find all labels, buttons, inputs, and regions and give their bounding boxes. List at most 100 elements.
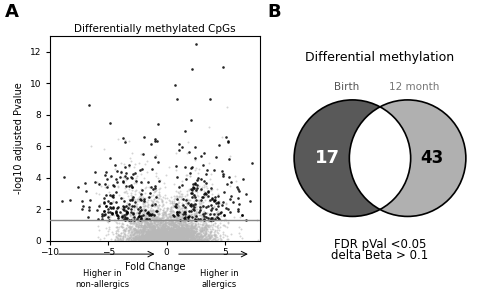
Point — [218, 135, 226, 140]
Point — [146, 237, 154, 241]
Point — [171, 223, 179, 228]
Point — [198, 204, 206, 209]
Point — [136, 236, 144, 241]
Point — [190, 227, 198, 232]
Point — [130, 211, 138, 216]
Point — [192, 221, 200, 226]
Point — [178, 237, 186, 242]
Point — [159, 219, 167, 223]
Point — [164, 215, 172, 220]
Point — [160, 237, 168, 242]
Point — [140, 206, 147, 211]
Point — [158, 215, 166, 219]
Point — [147, 236, 155, 241]
Point — [199, 219, 207, 224]
Point — [172, 232, 179, 237]
Point — [204, 219, 212, 224]
Point — [170, 238, 177, 243]
Point — [184, 200, 192, 204]
Point — [200, 225, 208, 230]
Point — [142, 226, 150, 231]
Point — [180, 237, 188, 241]
Point — [152, 234, 160, 239]
Point — [163, 206, 171, 211]
Point — [138, 216, 145, 221]
Point — [126, 237, 134, 242]
Point — [142, 226, 150, 231]
Point — [127, 224, 135, 229]
Point — [120, 199, 128, 203]
Point — [173, 203, 181, 208]
Point — [148, 231, 156, 236]
Point — [104, 215, 112, 220]
Point — [180, 226, 188, 231]
Point — [206, 231, 214, 236]
Point — [157, 235, 165, 240]
Point — [140, 223, 148, 228]
Point — [128, 228, 136, 233]
Point — [104, 218, 112, 223]
Point — [188, 236, 196, 241]
Point — [144, 210, 152, 215]
Point — [193, 235, 201, 240]
Point — [158, 237, 166, 241]
Point — [200, 216, 207, 221]
Point — [146, 219, 154, 223]
Point — [160, 211, 168, 216]
Point — [175, 235, 183, 240]
Point — [162, 227, 170, 231]
Point — [168, 226, 175, 231]
Text: 43: 43 — [420, 149, 444, 167]
Point — [152, 236, 160, 241]
Point — [194, 237, 202, 242]
Point — [130, 223, 138, 228]
Point — [160, 211, 168, 216]
Point — [158, 238, 166, 243]
Point — [182, 229, 190, 234]
Point — [142, 208, 150, 213]
Point — [126, 224, 134, 228]
Point — [60, 175, 68, 180]
Point — [122, 208, 130, 213]
Point — [169, 234, 177, 239]
Point — [154, 214, 162, 219]
Point — [152, 215, 160, 219]
Point — [150, 232, 158, 237]
Point — [172, 222, 180, 227]
Point — [188, 164, 196, 169]
Point — [124, 236, 132, 241]
Point — [146, 235, 154, 240]
Point — [138, 229, 145, 234]
Point — [100, 236, 108, 241]
Point — [166, 235, 174, 240]
Point — [147, 228, 155, 233]
Point — [198, 216, 206, 221]
Point — [132, 204, 140, 209]
Point — [174, 233, 182, 238]
Point — [138, 232, 145, 237]
Point — [148, 235, 156, 240]
Point — [148, 238, 156, 243]
Point — [184, 231, 192, 236]
Point — [155, 238, 163, 243]
Point — [248, 160, 256, 165]
Point — [182, 231, 190, 236]
Point — [206, 210, 214, 215]
Point — [170, 232, 178, 237]
Point — [184, 227, 192, 231]
Point — [194, 221, 202, 226]
Point — [168, 232, 176, 237]
Point — [158, 235, 166, 240]
Point — [128, 185, 136, 190]
Point — [204, 238, 212, 243]
Point — [148, 225, 156, 229]
Point — [185, 233, 193, 238]
Point — [181, 233, 189, 238]
Point — [188, 238, 196, 243]
Point — [140, 229, 148, 234]
Point — [140, 210, 148, 215]
Point — [160, 234, 168, 238]
Point — [156, 236, 164, 241]
Point — [100, 213, 108, 217]
Point — [138, 226, 146, 231]
